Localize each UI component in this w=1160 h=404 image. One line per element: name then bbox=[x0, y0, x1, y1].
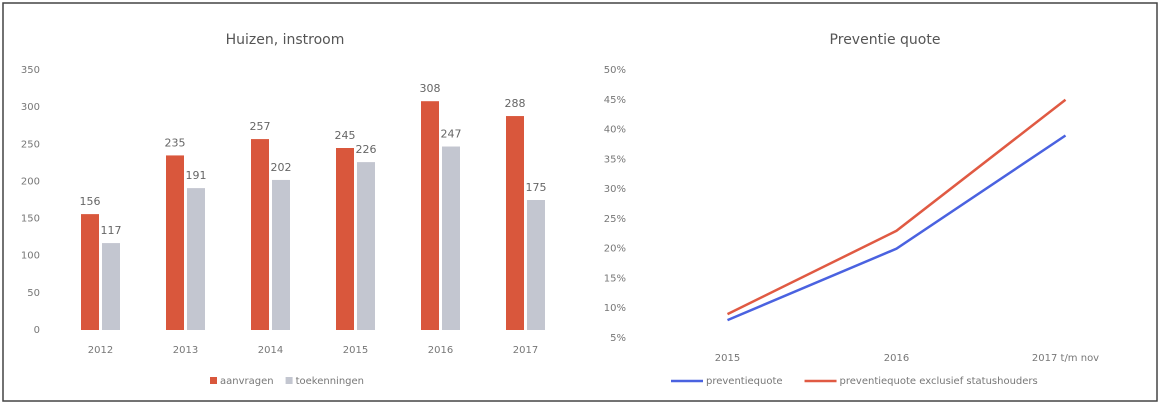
data-label: 156 bbox=[80, 195, 101, 208]
bar bbox=[357, 162, 375, 330]
data-label: 247 bbox=[441, 128, 462, 141]
legend-label: preventiequote bbox=[706, 376, 783, 387]
y-tick-label: 50 bbox=[27, 288, 40, 299]
chart-title: Preventie quote bbox=[830, 32, 941, 48]
data-label: 308 bbox=[420, 82, 441, 95]
y-tick-label: 350 bbox=[21, 65, 40, 76]
legend-label: preventiequote exclusief statushouders bbox=[840, 376, 1038, 387]
bar bbox=[527, 200, 545, 330]
x-tick-label: 2016 bbox=[428, 345, 453, 356]
y-tick-label: 250 bbox=[21, 139, 40, 150]
y-tick-label: 35% bbox=[604, 154, 626, 165]
y-tick-label: 100 bbox=[21, 251, 40, 262]
legend-swatch bbox=[285, 377, 293, 384]
bar bbox=[102, 243, 120, 330]
y-tick-label: 10% bbox=[604, 303, 626, 314]
y-tick-label: 0 bbox=[34, 325, 40, 336]
x-tick-label: 2013 bbox=[173, 345, 198, 356]
bar bbox=[506, 116, 524, 330]
bar bbox=[421, 101, 439, 330]
bar bbox=[442, 146, 460, 330]
y-tick-label: 300 bbox=[21, 102, 40, 113]
y-tick-label: 50% bbox=[604, 65, 626, 76]
line bbox=[726, 98, 1067, 316]
y-tick-label: 15% bbox=[604, 273, 626, 284]
bar bbox=[272, 179, 290, 330]
x-tick-label: 2016 bbox=[884, 353, 909, 364]
bar bbox=[336, 148, 354, 330]
bar bbox=[187, 188, 205, 330]
data-label: 191 bbox=[186, 169, 207, 182]
x-tick-label: 2015 bbox=[343, 345, 368, 356]
chart-title: Huizen, instroom bbox=[226, 32, 345, 48]
data-label: 226 bbox=[356, 143, 377, 156]
x-tick-label: 2017 t/m nov bbox=[1032, 353, 1099, 364]
data-label: 117 bbox=[101, 224, 122, 237]
legend-label: aanvragen bbox=[220, 376, 274, 387]
y-tick-label: 150 bbox=[21, 214, 40, 225]
bar bbox=[81, 214, 99, 330]
y-tick-label: 30% bbox=[604, 184, 626, 195]
data-label: 245 bbox=[335, 129, 356, 142]
y-tick-label: 200 bbox=[21, 176, 40, 187]
x-tick-label: 2014 bbox=[258, 345, 283, 356]
x-tick-label: 2015 bbox=[715, 353, 740, 364]
data-label: 202 bbox=[271, 161, 292, 174]
line bbox=[727, 134, 1067, 322]
legend-label: toekenningen bbox=[296, 376, 364, 387]
x-tick-label: 2017 bbox=[513, 345, 538, 356]
bar bbox=[251, 139, 269, 330]
y-tick-label: 5% bbox=[610, 333, 626, 344]
data-label: 288 bbox=[505, 97, 526, 110]
x-tick-label: 2012 bbox=[88, 345, 113, 356]
data-label: 235 bbox=[165, 136, 186, 149]
bar bbox=[166, 155, 184, 330]
data-label: 175 bbox=[526, 181, 547, 194]
legend-swatch bbox=[210, 377, 217, 384]
y-tick-label: 45% bbox=[604, 95, 626, 106]
y-tick-label: 25% bbox=[604, 214, 626, 225]
y-tick-label: 40% bbox=[604, 125, 626, 136]
data-label: 257 bbox=[250, 120, 271, 133]
y-tick-label: 20% bbox=[604, 244, 626, 255]
